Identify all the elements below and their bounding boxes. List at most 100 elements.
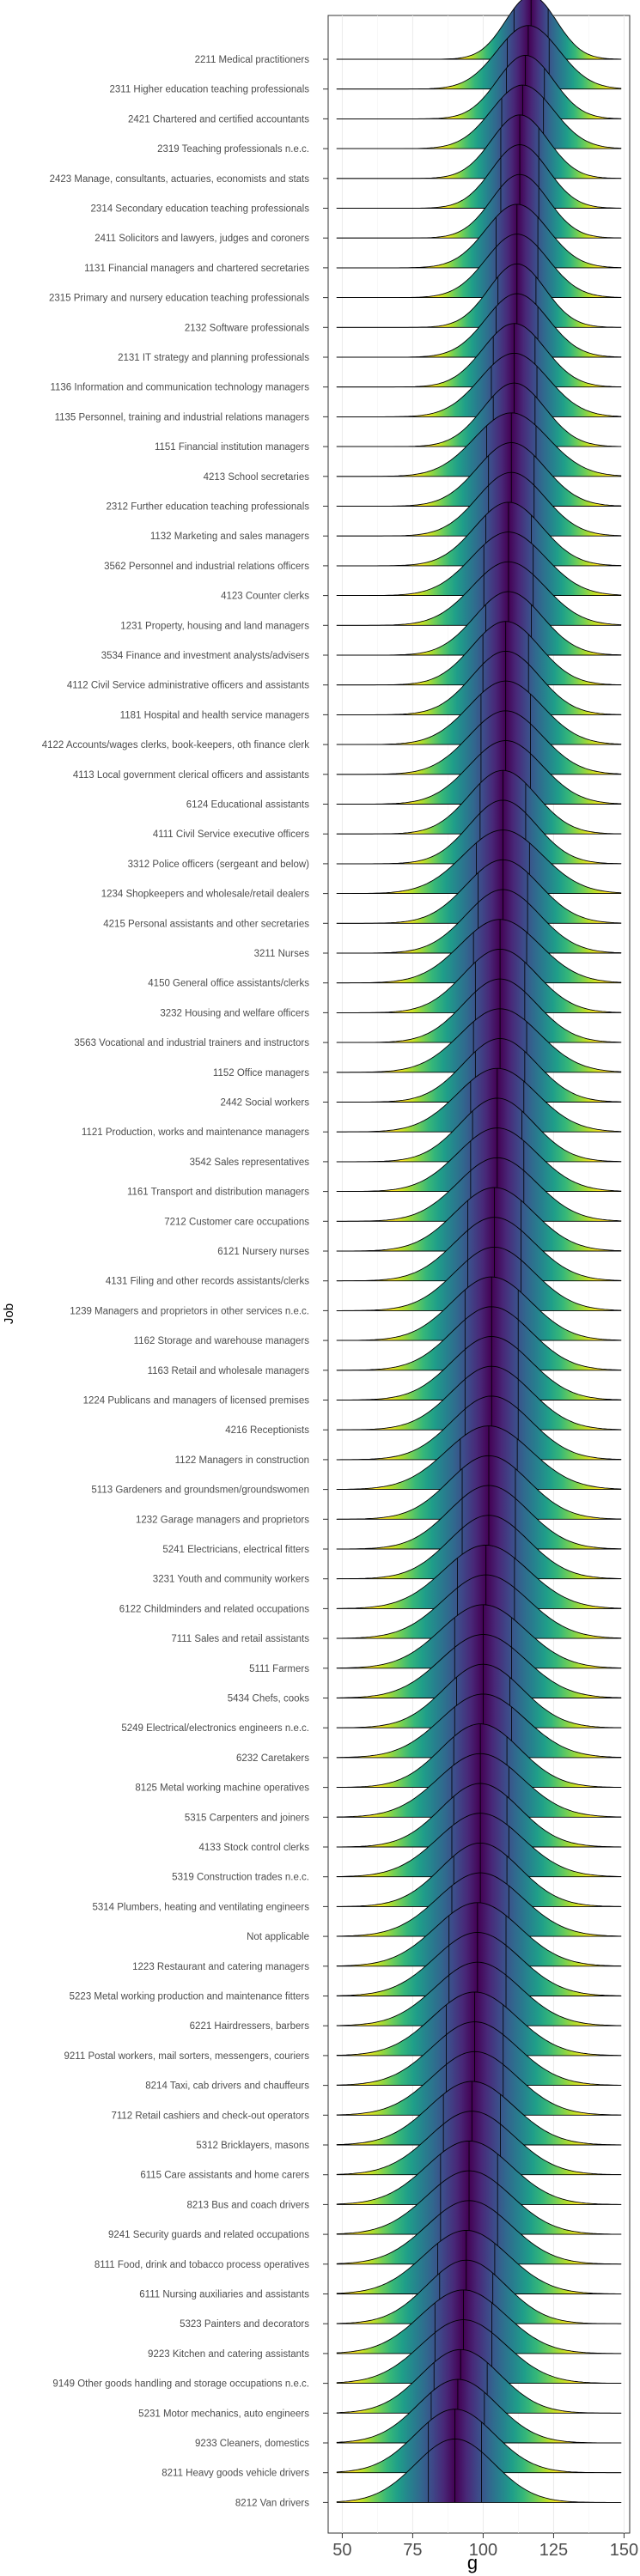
y-tick-label: 3232 Housing and welfare officers: [160, 1008, 309, 1018]
y-tick-label: 1162 Storage and warehouse managers: [134, 1336, 310, 1346]
ridge-fill: [336, 1008, 622, 1072]
ridge-fill: [336, 1068, 622, 1133]
ridge-fill: [336, 710, 622, 775]
ridge-layer: [336, 0, 622, 2503]
y-tick-label: 3231 Youth and community workers: [153, 1575, 309, 1585]
ridge-fill: [336, 1336, 622, 1400]
ridge-fill: [336, 0, 622, 59]
y-tick-label: 1223 Restaurant and catering managers: [132, 1962, 309, 1972]
y-tick-label: Not applicable: [247, 1932, 309, 1942]
ridge-fill: [336, 2260, 622, 2324]
ridge-outline: [336, 1217, 622, 1282]
x-tick-label: 100: [469, 2541, 497, 2560]
ridge-fill: [336, 2409, 622, 2473]
ridge-fill: [336, 55, 622, 119]
y-tick-label: 6122 Childminders and related occupation…: [119, 1604, 309, 1614]
ridge-outline: [336, 948, 622, 1013]
ridge-outline: [336, 1395, 622, 1461]
y-tick-label: 3563 Vocational and industrial trainers …: [74, 1038, 309, 1048]
ridge-outline: [336, 1306, 622, 1371]
ridge-outline: [336, 2319, 622, 2384]
ridge-4: [336, 114, 622, 179]
ridge-outline: [336, 1634, 622, 1698]
ridge-fill: [336, 412, 622, 477]
y-tick-label: 9211 Postal workers, mail sorters, messe…: [64, 2051, 310, 2062]
ridge-outline: [336, 978, 622, 1043]
ridge-fill: [336, 1157, 622, 1222]
ridge-outline: [336, 1604, 622, 1669]
ridge-fill: [336, 383, 622, 447]
ridge-fill: [336, 294, 622, 357]
y-tick-label: 2211 Medical practitioners: [195, 55, 310, 65]
y-tick-label: 2442 Social workers: [220, 1098, 309, 1109]
ridge-fill: [336, 2230, 622, 2294]
y-tick-label: 4111 Civil Service executive officers: [153, 829, 309, 840]
y-tick-label: 2131 IT strategy and planning profession…: [118, 353, 309, 363]
y-tick-label: 3211 Nurses: [254, 949, 310, 959]
y-tick-label: 6111 Nursing auxiliaries and assistants: [139, 2290, 309, 2300]
y-tick-label: 4150 General office assistants/clerks: [148, 979, 309, 989]
ridge-fill: [336, 621, 622, 685]
ridge-fill: [336, 1127, 622, 1192]
x-tick-label: 50: [332, 2541, 351, 2560]
y-axis-title: Job: [2, 1303, 16, 1324]
y-tick-label: 4131 Filing and other records assistants…: [106, 1277, 309, 1287]
ridge-outline: [336, 2200, 622, 2265]
y-tick-label: 9233 Cleaners, domestics: [195, 2439, 309, 2449]
ridge-outline: [336, 2081, 622, 2146]
ridge-outline: [336, 1276, 622, 1341]
y-tick-label: 2314 Secondary education teaching profes…: [91, 204, 310, 215]
y-tick-label: 5312 Bricklayers, masons: [196, 2141, 309, 2151]
ridge-fill: [336, 1097, 622, 1162]
y-tick-label: 9223 Kitchen and catering assistants: [148, 2349, 309, 2360]
y-tick-label: 6115 Care assistants and home carers: [140, 2171, 309, 2181]
ridge-fill: [336, 472, 622, 537]
ridge-outline: [336, 1038, 622, 1103]
y-tick-label: 1131 Financial managers and chartered se…: [84, 264, 309, 274]
ridge-fill: [336, 2379, 622, 2443]
ridge-fill: [336, 442, 622, 507]
y-tick-label: 1136 Information and communication techn…: [50, 383, 309, 393]
ridge-outline: [336, 2348, 622, 2414]
ridge-fill: [336, 592, 622, 655]
y-tick-label: 4133 Stock control clerks: [199, 1843, 310, 1853]
ridge-fill: [336, 1366, 622, 1431]
ridge-outline: [336, 1723, 622, 1788]
x-tick-label: 125: [539, 2541, 568, 2560]
ridge-outline: [336, 1365, 622, 1431]
y-tick-label: 7112 Retail cashiers and check-out opera…: [111, 2111, 309, 2121]
ridge-fill: [336, 114, 622, 179]
ridge-outline: [336, 2050, 622, 2116]
y-tick-label: 6124 Educational assistants: [186, 800, 309, 811]
ridge-outline: [336, 2289, 622, 2354]
y-tick-label: 4216 Receptionists: [225, 1425, 309, 1436]
y-tick-label: 5315 Carpenters and joiners: [185, 1813, 309, 1823]
ridge-outline: [336, 1336, 622, 1400]
ridge-fill: [336, 501, 622, 566]
y-tick-label: 9149 Other goods handling and storage oc…: [52, 2379, 309, 2390]
y-tick-label: 1239 Managers and proprietors in other s…: [70, 1306, 309, 1316]
ridge-11: [336, 323, 622, 388]
ridge-fill: [336, 234, 622, 298]
ridge-outline: [336, 1455, 622, 1520]
y-tick-label: 7212 Customer care occupations: [164, 1217, 309, 1227]
ridge-fill: [336, 1247, 622, 1311]
ridge-outline: [336, 2140, 622, 2205]
y-tick-label: 1163 Retail and wholesale managers: [148, 1366, 310, 1376]
ridge-fill: [336, 353, 622, 417]
plot-border: [327, 15, 631, 2534]
y-tick-label: 8125 Metal working machine operatives: [135, 1783, 309, 1794]
y-tick-label: 5249 Electrical/electronics engineers n.…: [121, 1723, 309, 1734]
ridge-outline: [336, 1127, 622, 1193]
ridge-outline: [336, 1246, 622, 1311]
ridge-outline: [336, 1813, 622, 1877]
ridge-outline: [336, 2409, 622, 2474]
ridge-outline: [336, 829, 622, 895]
ridge-fill: [336, 919, 622, 983]
y-tick-label: 1232 Garage managers and proprietors: [136, 1515, 309, 1525]
y-tick-label: 5314 Plumbers, heating and ventilating e…: [92, 1902, 309, 1912]
ridge-fill: [336, 890, 622, 953]
ridge-fill: [336, 829, 622, 894]
ridge-fill: [336, 1277, 622, 1341]
